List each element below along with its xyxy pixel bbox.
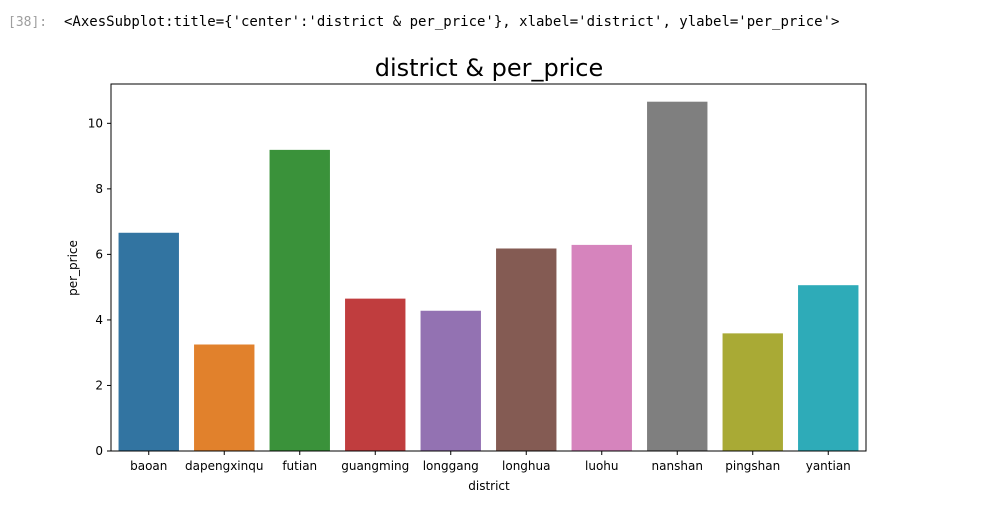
bar-luohu bbox=[571, 244, 632, 451]
bar-yantian bbox=[798, 285, 859, 451]
output-cell: [38]: <AxesSubplot:title={'center':'dist… bbox=[0, 12, 996, 36]
x-tick-label-guangming: guangming bbox=[341, 459, 409, 473]
x-tick-label-pingshan: pingshan bbox=[725, 459, 780, 473]
x-axis: baoan dapengxinqu futian guangming longgang l… bbox=[130, 451, 851, 473]
bars-group bbox=[118, 101, 859, 451]
y-tick-label-8: 8 bbox=[95, 182, 103, 196]
cell-output-text: <AxesSubplot:title={'center':'district &… bbox=[64, 14, 840, 30]
bar-longgang bbox=[420, 310, 481, 451]
y-tick-label-10: 10 bbox=[88, 116, 103, 130]
y-tick-label-6: 6 bbox=[95, 247, 103, 261]
x-tick-label-futian: futian bbox=[282, 459, 317, 473]
bar-dapengxinqu bbox=[194, 344, 255, 451]
y-axis: 0 2 4 6 8 10 bbox=[88, 116, 111, 458]
x-tick-label-yantian: yantian bbox=[806, 459, 851, 473]
bar-baoan bbox=[118, 232, 179, 451]
cell-prompt: [38]: bbox=[8, 15, 48, 30]
bar-pingshan bbox=[722, 333, 783, 451]
x-tick-label-nanshan: nanshan bbox=[652, 459, 703, 473]
y-tick-label-0: 0 bbox=[95, 444, 103, 458]
x-axis-label: district bbox=[468, 479, 510, 493]
x-tick-label-luohu: luohu bbox=[585, 459, 619, 473]
y-tick-label-4: 4 bbox=[95, 313, 103, 327]
x-tick-label-baoan: baoan bbox=[130, 459, 167, 473]
chart-title: district & per_price bbox=[375, 54, 604, 82]
x-tick-label-longhua: longhua bbox=[502, 459, 550, 473]
bar-guangming bbox=[345, 298, 406, 451]
plot-frame bbox=[110, 83, 867, 452]
bar-longhua bbox=[496, 248, 557, 451]
bar-nanshan bbox=[647, 101, 708, 451]
y-axis-label: per_price bbox=[66, 240, 80, 296]
y-tick-label-2: 2 bbox=[95, 378, 103, 392]
x-tick-label-longgang: longgang bbox=[423, 459, 479, 473]
x-tick-label-dapengxinqu: dapengxinqu bbox=[185, 459, 263, 473]
bar-futian bbox=[269, 149, 330, 451]
